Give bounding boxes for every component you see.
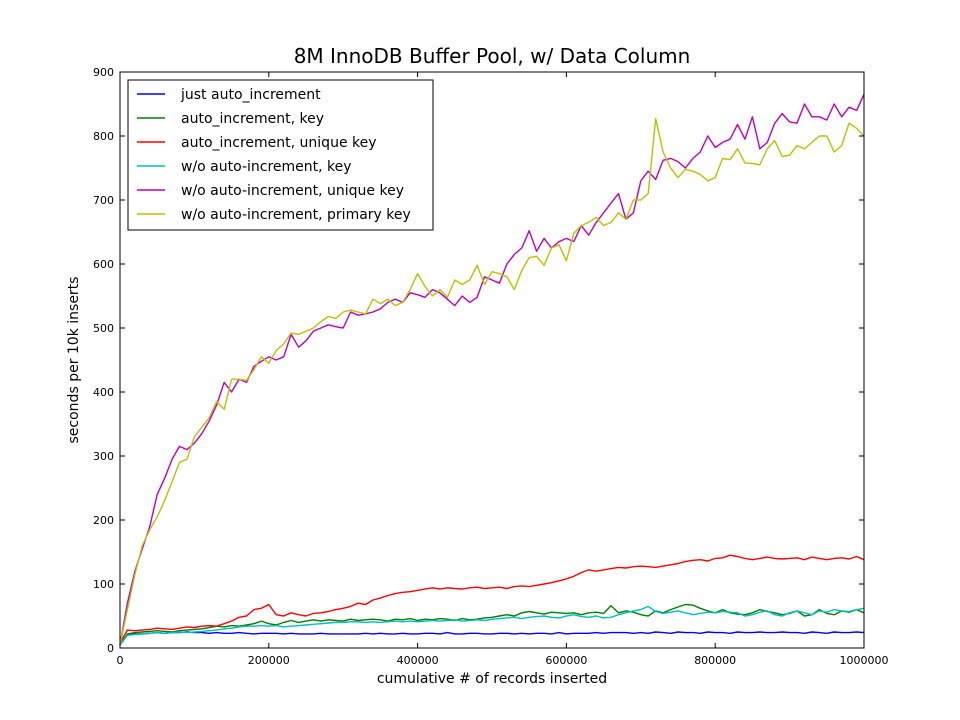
legend: just auto_increment auto_increment, key au… [127, 79, 434, 231]
y-tick-label: 700 [93, 194, 114, 207]
y-tick-label: 500 [93, 322, 114, 335]
legend-entry-label: auto_increment, unique key [181, 135, 377, 151]
x-axis-title: cumulative # of records inserted [377, 671, 607, 687]
x-tick-label: 0 [117, 654, 124, 667]
series-line-3 [119, 554, 865, 644]
x-axis: 0 200000 400000 600000 800000 1000000 [117, 72, 889, 667]
x-tick-label: 1000000 [840, 654, 889, 667]
x-tick-label: 400000 [397, 654, 439, 667]
legend-entry-label: just auto_increment [180, 87, 321, 103]
legend-entry-label: w/o auto-increment, unique key [181, 183, 404, 199]
series-line-4 [119, 605, 865, 646]
series-line-6 [119, 117, 865, 645]
y-tick-label: 900 [93, 66, 114, 79]
legend-frame [127, 79, 434, 231]
series-line-5 [119, 94, 865, 645]
legend-entry-label: w/o auto-increment, primary key [181, 207, 411, 223]
y-tick-label: 600 [93, 258, 114, 271]
legend-entry-label: w/o auto-increment, key [181, 159, 352, 175]
series-line-1 [119, 631, 865, 646]
y-tick-label: 0 [107, 642, 114, 655]
plot-area-frame [119, 71, 865, 649]
y-axis: 0 100 200 300 400 500 600 700 800 900 [93, 66, 864, 655]
y-tick-label: 800 [93, 130, 114, 143]
x-tick-label: 200000 [248, 654, 290, 667]
series-layer [119, 94, 865, 646]
x-tick-label: 800000 [694, 654, 736, 667]
y-tick-label: 200 [93, 514, 114, 527]
y-tick-label: 400 [93, 386, 114, 399]
y-axis-title: seconds per 10k inserts [66, 277, 82, 444]
x-tick-label: 600000 [545, 654, 587, 667]
chart-title: 8M InnoDB Buffer Pool, w/ Data Column [294, 44, 691, 68]
legend-entry-label: auto_increment, key [181, 111, 324, 127]
y-tick-label: 100 [93, 578, 114, 591]
y-tick-label: 300 [93, 450, 114, 463]
